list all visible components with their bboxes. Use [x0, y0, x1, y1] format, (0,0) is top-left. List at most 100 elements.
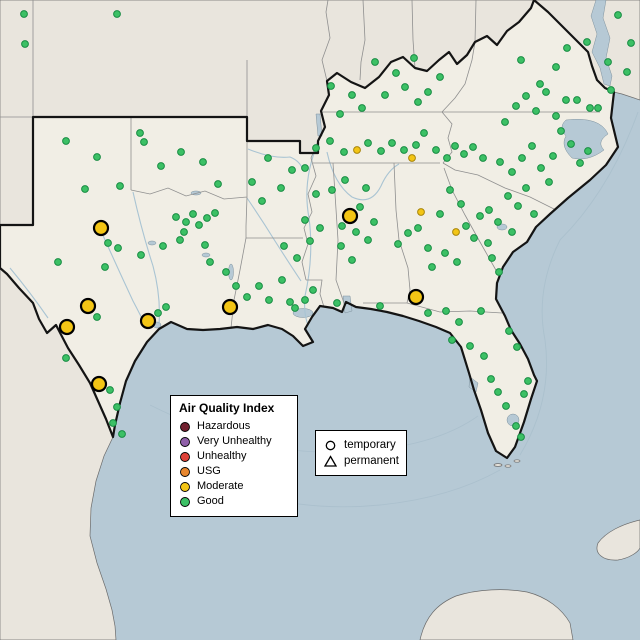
station-marker-good[interactable]	[328, 186, 336, 194]
station-marker-good[interactable]	[517, 433, 525, 441]
station-marker-good[interactable]	[508, 168, 516, 176]
station-marker-good[interactable]	[116, 182, 124, 190]
station-marker-good[interactable]	[301, 296, 309, 304]
station-marker-good[interactable]	[214, 180, 222, 188]
station-marker-good[interactable]	[448, 336, 456, 344]
station-marker-good[interactable]	[470, 234, 478, 242]
station-marker-good[interactable]	[222, 268, 230, 276]
station-marker-good[interactable]	[255, 282, 263, 290]
station-marker-good[interactable]	[364, 236, 372, 244]
station-marker-good[interactable]	[113, 10, 121, 18]
station-marker-good[interactable]	[530, 210, 538, 218]
station-marker-good[interactable]	[21, 40, 29, 48]
station-marker-good[interactable]	[537, 164, 545, 172]
station-marker-good[interactable]	[291, 304, 299, 312]
station-marker-good[interactable]	[542, 88, 550, 96]
station-marker-good[interactable]	[106, 386, 114, 394]
station-marker-good[interactable]	[404, 229, 412, 237]
station-marker-good[interactable]	[584, 147, 592, 155]
station-marker-good[interactable]	[388, 139, 396, 147]
station-marker-good[interactable]	[101, 263, 109, 271]
station-marker-good[interactable]	[316, 224, 324, 232]
station-marker-good[interactable]	[137, 251, 145, 259]
station-marker-good[interactable]	[518, 154, 526, 162]
station-marker-good[interactable]	[176, 236, 184, 244]
station-marker-moderate[interactable]	[452, 228, 460, 236]
station-marker-good[interactable]	[286, 298, 294, 306]
station-marker-good[interactable]	[410, 54, 418, 62]
station-marker-good[interactable]	[505, 327, 513, 335]
station-marker-good[interactable]	[370, 218, 378, 226]
station-marker-good[interactable]	[501, 118, 509, 126]
station-marker-moderate[interactable]	[408, 154, 416, 162]
station-marker-good[interactable]	[189, 210, 197, 218]
station-marker-good[interactable]	[476, 212, 484, 220]
station-marker-good[interactable]	[362, 184, 370, 192]
station-marker-good[interactable]	[140, 138, 148, 146]
station-marker-good[interactable]	[607, 86, 615, 94]
station-marker-good[interactable]	[562, 96, 570, 104]
station-marker-good[interactable]	[309, 286, 317, 294]
station-marker-good[interactable]	[517, 56, 525, 64]
station-marker-good[interactable]	[494, 218, 502, 226]
station-marker-good[interactable]	[203, 214, 211, 222]
station-marker-good[interactable]	[508, 228, 516, 236]
station-marker-moderate-temporary[interactable]	[341, 207, 359, 225]
station-marker-good[interactable]	[301, 216, 309, 224]
station-marker-good[interactable]	[573, 96, 581, 104]
station-marker-good[interactable]	[513, 343, 521, 351]
station-marker-good[interactable]	[522, 184, 530, 192]
station-marker-good[interactable]	[424, 88, 432, 96]
station-marker-good[interactable]	[512, 422, 520, 430]
station-marker-good[interactable]	[494, 388, 502, 396]
station-marker-good[interactable]	[441, 249, 449, 257]
station-marker-good[interactable]	[182, 218, 190, 226]
station-marker-good[interactable]	[594, 104, 602, 112]
station-marker-good[interactable]	[424, 244, 432, 252]
station-marker-good[interactable]	[381, 91, 389, 99]
station-marker-good[interactable]	[109, 419, 117, 427]
station-marker-moderate[interactable]	[353, 146, 361, 154]
station-marker-good[interactable]	[604, 58, 612, 66]
station-marker-good[interactable]	[394, 240, 402, 248]
station-marker-good[interactable]	[460, 150, 468, 158]
station-marker-good[interactable]	[338, 222, 346, 230]
station-marker-good[interactable]	[243, 293, 251, 301]
station-marker-good[interactable]	[348, 91, 356, 99]
station-marker-good[interactable]	[327, 82, 335, 90]
station-marker-moderate-temporary[interactable]	[221, 298, 239, 316]
station-marker-good[interactable]	[496, 158, 504, 166]
station-marker-good[interactable]	[466, 342, 474, 350]
station-marker-good[interactable]	[195, 221, 203, 229]
station-marker-good[interactable]	[414, 224, 422, 232]
station-marker-good[interactable]	[180, 228, 188, 236]
station-marker-good[interactable]	[201, 241, 209, 249]
station-marker-good[interactable]	[211, 209, 219, 217]
station-marker-good[interactable]	[172, 213, 180, 221]
station-marker-good[interactable]	[567, 140, 575, 148]
station-marker-good[interactable]	[288, 166, 296, 174]
station-marker-good[interactable]	[177, 148, 185, 156]
station-marker-good[interactable]	[341, 176, 349, 184]
station-marker-good[interactable]	[532, 107, 540, 115]
station-marker-good[interactable]	[277, 184, 285, 192]
station-marker-good[interactable]	[264, 154, 272, 162]
station-marker-good[interactable]	[376, 302, 384, 310]
station-marker-good[interactable]	[480, 352, 488, 360]
station-marker-good[interactable]	[446, 186, 454, 194]
station-marker-good[interactable]	[563, 44, 571, 52]
station-marker-good[interactable]	[436, 210, 444, 218]
station-marker-good[interactable]	[623, 68, 631, 76]
station-marker-good[interactable]	[545, 178, 553, 186]
station-marker-good[interactable]	[477, 307, 485, 315]
station-marker-good[interactable]	[333, 299, 341, 307]
station-marker-good[interactable]	[293, 254, 301, 262]
station-marker-good[interactable]	[312, 190, 320, 198]
station-marker-good[interactable]	[199, 158, 207, 166]
station-marker-good[interactable]	[348, 256, 356, 264]
station-marker-good[interactable]	[392, 69, 400, 77]
station-marker-moderate[interactable]	[417, 208, 425, 216]
station-marker-good[interactable]	[520, 390, 528, 398]
station-marker-good[interactable]	[479, 154, 487, 162]
